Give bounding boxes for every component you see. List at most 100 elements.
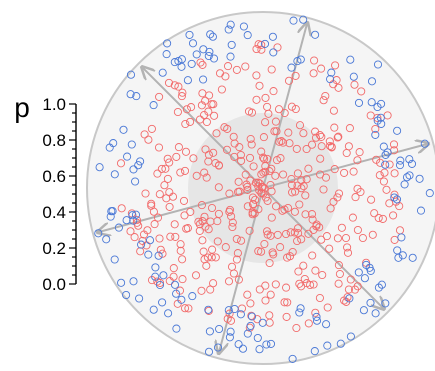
inner-point	[331, 61, 340, 70]
inner-point	[357, 87, 366, 96]
outer-point	[110, 255, 119, 264]
outer-point	[425, 189, 434, 198]
outer-point	[296, 55, 305, 64]
inner-point	[290, 207, 299, 216]
outer-point	[260, 39, 270, 48]
inner-point	[385, 160, 394, 169]
outer-point	[346, 332, 355, 341]
outer-point	[258, 318, 267, 327]
outer-point	[205, 327, 214, 336]
inner-point	[310, 56, 319, 65]
spoke-arrow-4	[219, 191, 263, 352]
inner-point	[280, 108, 289, 118]
inner-point	[178, 255, 187, 264]
inner-point	[236, 150, 245, 160]
outer-point	[199, 75, 208, 84]
inner-point	[266, 290, 275, 299]
inner-point	[165, 158, 174, 167]
inner-point	[299, 182, 308, 191]
inner-point	[140, 130, 149, 139]
outer-point	[226, 327, 235, 336]
outer-point	[420, 139, 429, 148]
outer-point	[137, 240, 146, 249]
inner-point	[248, 210, 257, 219]
outer-point	[360, 274, 369, 283]
outer-point	[269, 48, 278, 57]
inner-point	[158, 249, 167, 258]
inner-point	[334, 132, 343, 141]
outer-point	[405, 155, 414, 164]
inner-point	[228, 222, 237, 232]
inner-point	[232, 234, 241, 244]
spoke-arrow-6	[143, 68, 261, 186]
inner-point	[200, 168, 209, 177]
inner-point	[235, 187, 244, 196]
inner-point	[255, 81, 264, 90]
inner-point	[307, 140, 317, 149]
inner-point	[267, 213, 276, 222]
inner-point	[307, 210, 317, 219]
inner-point	[249, 162, 258, 171]
inner-point	[353, 156, 362, 165]
inner-point	[229, 269, 238, 278]
inner-point	[232, 255, 241, 264]
outer-point	[224, 25, 233, 34]
inner-point	[300, 274, 309, 284]
inner-point	[344, 285, 353, 294]
inner-point	[317, 64, 326, 73]
outer-point	[225, 333, 234, 342]
inner-point	[155, 92, 164, 101]
outer-point	[208, 32, 217, 41]
inner-point	[209, 148, 218, 157]
inner-point	[211, 253, 220, 262]
inner-point	[157, 164, 166, 173]
outer-point	[108, 207, 117, 216]
outer-point	[327, 68, 336, 77]
outer-point	[172, 324, 181, 333]
inner-point	[243, 202, 252, 211]
inner-point	[292, 144, 301, 153]
outer-point	[326, 75, 335, 84]
inner-point	[116, 159, 126, 168]
inner-point	[285, 252, 295, 261]
inner-point	[164, 78, 174, 87]
inner-point	[202, 261, 211, 270]
inner-point	[130, 233, 139, 242]
outer-point	[383, 148, 392, 157]
inner-point	[335, 269, 344, 279]
inner-point	[223, 314, 232, 323]
inner-point	[390, 235, 399, 244]
inner-point	[309, 69, 318, 78]
inner-point	[389, 211, 398, 220]
inner-point	[257, 247, 266, 256]
inner-point	[353, 184, 362, 193]
inner-point	[319, 96, 328, 105]
outer-point	[349, 72, 358, 81]
inner-point	[334, 279, 343, 288]
inner-point	[297, 176, 306, 185]
inner-point	[350, 80, 359, 89]
outer-point	[170, 58, 179, 67]
inner-point	[194, 217, 203, 226]
tick-label: 0.0	[42, 275, 66, 294]
inner-point	[271, 171, 280, 180]
inner-point	[223, 124, 232, 133]
outer-point	[204, 51, 213, 61]
spoke-arrow-1	[263, 24, 307, 185]
tick-label: 0.4	[42, 203, 66, 222]
outer-point	[405, 171, 414, 180]
inner-point	[378, 214, 387, 223]
outer-point	[131, 177, 140, 186]
inner-point	[225, 205, 235, 214]
outer-point	[354, 268, 363, 277]
inner-point	[184, 304, 193, 313]
inner-point	[261, 93, 270, 102]
outer-point	[323, 341, 332, 350]
inner-point	[340, 168, 349, 177]
inner-point	[295, 121, 305, 130]
outer-point	[187, 59, 196, 68]
inner-point	[170, 81, 179, 90]
inner-point	[245, 226, 254, 235]
outer-point	[177, 295, 186, 304]
inner-point	[246, 299, 255, 308]
